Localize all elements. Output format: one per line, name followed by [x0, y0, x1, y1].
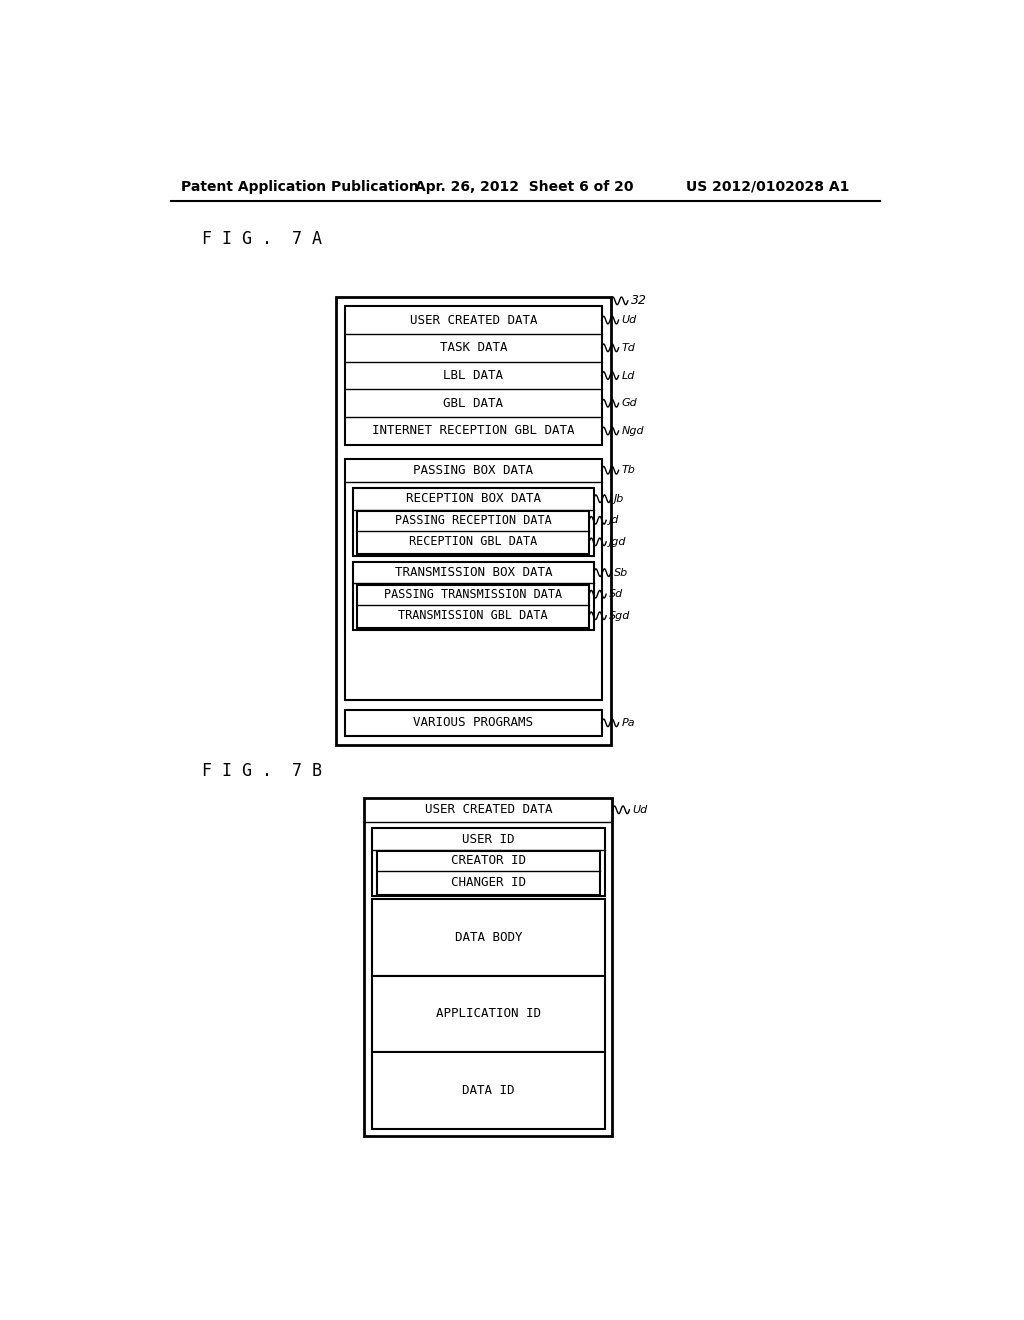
Text: Apr. 26, 2012  Sheet 6 of 20: Apr. 26, 2012 Sheet 6 of 20 [415, 180, 633, 194]
Text: F I G .  7 A: F I G . 7 A [202, 230, 322, 248]
Bar [357, 585, 589, 628]
Text: RECEPTION BOX DATA: RECEPTION BOX DATA [406, 492, 541, 506]
Text: DATA ID: DATA ID [462, 1084, 515, 1097]
Text: TRANSMISSION BOX DATA: TRANSMISSION BOX DATA [394, 566, 552, 579]
Text: Ld: Ld [622, 371, 635, 380]
Text: Sgd: Sgd [609, 611, 631, 620]
Text: VARIOUS PROGRAMS: VARIOUS PROGRAMS [414, 717, 534, 730]
Bar [352, 488, 594, 556]
Bar [357, 511, 589, 554]
Text: Gd: Gd [622, 399, 637, 408]
Text: USER CREATED DATA: USER CREATED DATA [425, 804, 552, 816]
Text: Sb: Sb [614, 568, 628, 578]
Bar [345, 459, 601, 701]
Text: Jb: Jb [614, 494, 625, 504]
Text: USER ID: USER ID [462, 833, 515, 846]
Bar [377, 851, 600, 895]
Text: Pa: Pa [622, 718, 635, 727]
Text: DATA BODY: DATA BODY [455, 931, 522, 944]
Text: US 2012/0102028 A1: US 2012/0102028 A1 [686, 180, 849, 194]
Bar [352, 562, 594, 630]
Text: LBL DATA: LBL DATA [443, 370, 503, 381]
Text: CREATOR ID: CREATOR ID [451, 854, 526, 867]
Bar [345, 306, 601, 445]
Text: PASSING TRANSMISSION DATA: PASSING TRANSMISSION DATA [384, 587, 562, 601]
Text: RECEPTION GBL DATA: RECEPTION GBL DATA [410, 536, 538, 548]
Text: Patent Application Publication: Patent Application Publication [180, 180, 419, 194]
Text: 32: 32 [631, 294, 647, 308]
Text: TRANSMISSION GBL DATA: TRANSMISSION GBL DATA [398, 610, 548, 622]
Bar [372, 899, 604, 975]
Text: Ngd: Ngd [622, 426, 644, 436]
Text: INTERNET RECEPTION GBL DATA: INTERNET RECEPTION GBL DATA [372, 425, 574, 437]
Text: PASSING RECEPTION DATA: PASSING RECEPTION DATA [395, 513, 552, 527]
Text: Jd: Jd [609, 515, 620, 525]
Bar [345, 710, 601, 737]
Text: F I G .  7 B: F I G . 7 B [202, 762, 322, 780]
Text: Jgd: Jgd [609, 537, 627, 546]
Text: Ud: Ud [633, 805, 648, 814]
Text: Sd: Sd [609, 589, 624, 599]
Text: Tb: Tb [622, 465, 636, 475]
Bar [336, 297, 611, 744]
Text: USER CREATED DATA: USER CREATED DATA [410, 314, 537, 326]
Text: GBL DATA: GBL DATA [443, 397, 503, 409]
Text: CHANGER ID: CHANGER ID [451, 875, 526, 888]
Text: Td: Td [622, 343, 636, 352]
Bar [365, 797, 612, 1137]
Text: TASK DATA: TASK DATA [439, 342, 507, 354]
Text: Ud: Ud [622, 315, 637, 325]
Text: APPLICATION ID: APPLICATION ID [436, 1007, 541, 1020]
Bar [372, 1052, 604, 1129]
Bar [372, 829, 604, 896]
Bar [372, 975, 604, 1052]
Text: PASSING BOX DATA: PASSING BOX DATA [414, 463, 534, 477]
